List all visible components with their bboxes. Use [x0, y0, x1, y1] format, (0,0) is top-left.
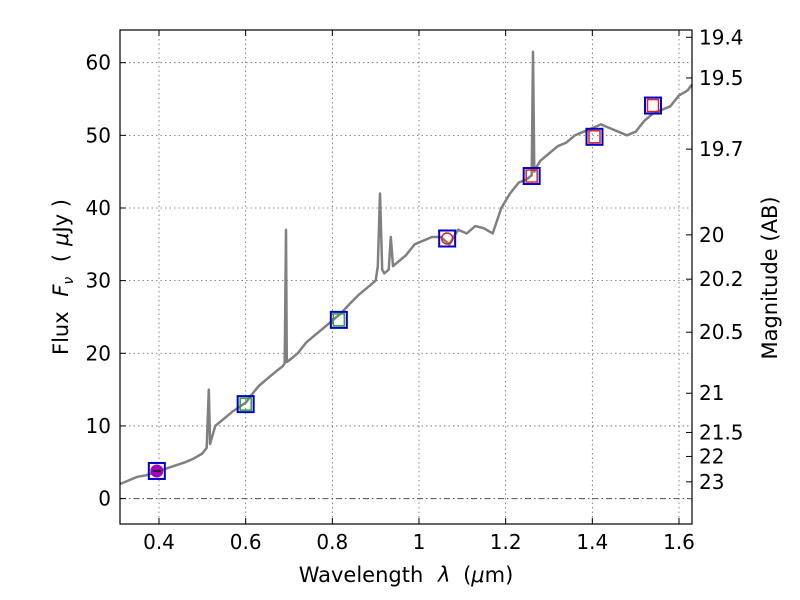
y-tick-label: 60 [86, 51, 111, 75]
x-axis-title: Wavelength λ (μm) [299, 563, 514, 587]
x-tick-label: 1.6 [663, 530, 695, 554]
y2-tick-label: 21 [699, 381, 724, 405]
photometry-point [329, 310, 348, 329]
plot-frame [119, 29, 693, 525]
photometry-point [585, 127, 604, 146]
x-tick-label: 0.8 [316, 530, 348, 554]
x-axis-title-symbol: λ [437, 563, 450, 587]
observed-flux-marker [239, 397, 252, 411]
y-tick-label: 30 [86, 269, 111, 293]
y2-tick-label: 21.5 [699, 420, 744, 444]
y2-tick-label: 23 [699, 470, 724, 494]
y-axis-title-unit-mu: μ [49, 232, 73, 246]
tick-layer: 0.4 0.6 0.8 1 1.2 1.4 1.6 0 10 20 30 40 50 60 19.4 19.5… [86, 25, 744, 554]
y-axis-title-prefix: Flux [49, 311, 73, 355]
x-tick-label: 1.2 [490, 530, 522, 554]
model-flux-box [438, 229, 457, 248]
photometry-point [522, 167, 541, 186]
y-axis-title-symbol: F [49, 284, 73, 297]
x-tick-label: 0.4 [143, 530, 175, 554]
model-flux-box [585, 127, 604, 146]
y-axis-title-unit-open: ( [49, 254, 73, 262]
observed-flux-marker [332, 313, 346, 327]
y2-axis-title: Magnitude (AB) [758, 196, 782, 359]
photometry-point [438, 229, 457, 248]
y2-tick-label: 19.5 [699, 66, 744, 90]
observed-flux-marker [440, 232, 454, 245]
photometry-point [644, 96, 662, 115]
photometry-point [147, 461, 166, 480]
y-tick-label: 20 [86, 341, 111, 365]
y2-tick-label: 20.2 [699, 267, 744, 291]
y2-tick-label: 22 [699, 444, 724, 468]
y-axis-title: Flux Fν ( μJy ) [49, 199, 78, 355]
y-tick-label: 50 [86, 123, 111, 147]
y-axis-title-unit-rest: Jy ) [49, 199, 73, 235]
marker-layer [147, 96, 662, 480]
model-flux-box [329, 310, 348, 329]
y2-tick-label: 19.4 [699, 25, 744, 49]
model-flux-box [522, 167, 541, 186]
y-tick-label: 40 [86, 196, 111, 220]
photometry-point [236, 395, 255, 414]
x-tick-label: 1.4 [576, 530, 608, 554]
y-tick-label: 0 [98, 487, 111, 511]
x-axis-title-unit-rest: m) [485, 563, 514, 587]
observed-flux-marker [588, 130, 601, 144]
x-tick-label: 1 [413, 530, 426, 554]
x-axis-title-unit-mu: μ [470, 563, 484, 587]
y-axis-title-subscript: ν [61, 277, 77, 285]
y-tick-label: 10 [86, 414, 111, 438]
x-axis-title-unit-open: ( [463, 563, 471, 587]
x-tick-label: 0.6 [230, 530, 262, 554]
model-flux-box [147, 461, 166, 480]
observed-flux-marker [646, 98, 660, 113]
observed-flux-marker [525, 169, 538, 183]
y2-tick-label: 19.7 [699, 137, 744, 161]
x-axis-title-prefix: Wavelength [299, 563, 424, 587]
series-layer [119, 50, 694, 486]
model-flux-box [644, 96, 662, 115]
model-flux-box [236, 395, 255, 414]
y2-tick-label: 20.5 [699, 320, 744, 344]
y2-tick-label: 20 [699, 223, 724, 247]
spectrum-line [119, 50, 694, 486]
